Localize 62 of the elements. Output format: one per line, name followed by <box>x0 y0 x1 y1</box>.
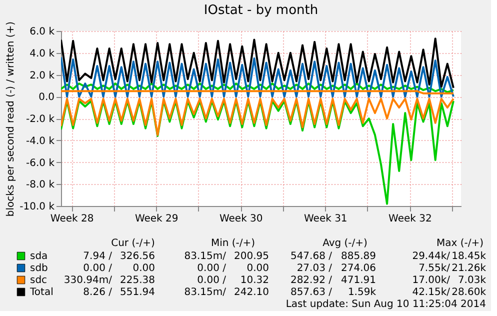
legend-label: Total <box>29 287 54 298</box>
line-series <box>61 56 454 98</box>
text: 0.00 <box>132 263 155 274</box>
text: 0.00 / <box>197 275 227 286</box>
y-tick-label: 4.0 k <box>30 48 55 60</box>
x-tick-label: Week 29 <box>134 214 178 224</box>
text: 27.03 / <box>296 263 333 274</box>
text: 0.00 / <box>83 263 113 274</box>
text: 242.10 <box>234 287 269 298</box>
text: 1.59k <box>348 287 376 298</box>
chart-title: IOstat - by month <box>204 2 318 18</box>
line-series <box>61 98 454 136</box>
x-tick-label: Week 31 <box>304 214 348 224</box>
y-tick-label: -10.0 k <box>20 202 55 212</box>
text: 274.06 <box>341 263 376 274</box>
x-tick-label: Week 28 <box>50 214 94 224</box>
text: Cur (-/+) <box>111 238 155 249</box>
y-tick-label: 2.0 k <box>30 70 55 82</box>
text: 42.15k/ <box>412 287 451 298</box>
y-axis-title: blocks per second read (-) / written (+) <box>6 21 17 217</box>
text: 7.94 / <box>83 251 113 262</box>
text: 18.45k <box>452 251 486 262</box>
text: 83.15m/ <box>184 251 227 262</box>
x-tick-label: Week 30 <box>219 214 263 224</box>
text: 7.03k <box>458 275 486 286</box>
legend-label: sda <box>30 251 48 262</box>
text: 330.94m/ <box>64 275 113 286</box>
text: 0.00 / <box>197 263 227 274</box>
text: 551.94 <box>120 287 155 298</box>
line-series <box>61 38 454 89</box>
text: Max (-/+) <box>436 238 484 249</box>
text: 10.32 <box>240 275 269 286</box>
text: 7.55k/ <box>418 263 451 274</box>
text: 326.56 <box>120 251 155 262</box>
text: Min (-/+) <box>210 238 256 249</box>
y-tick-label: -4.0 k <box>26 136 55 147</box>
text: 885.89 <box>341 251 376 262</box>
text: 471.91 <box>341 275 376 286</box>
text: 225.38 <box>120 275 155 286</box>
line-series <box>61 82 454 94</box>
x-tick-label: Week 32 <box>388 214 432 224</box>
y-tick-label: -6.0 k <box>26 158 55 169</box>
text: 282.92 / <box>290 275 333 286</box>
text: 17.00k/ <box>412 275 451 286</box>
text: 21.26k <box>452 263 486 274</box>
y-tick-label: -8.0 k <box>26 180 55 191</box>
legend-label: sdc <box>30 275 48 286</box>
text: 8.26 / <box>83 287 113 298</box>
text: Avg (-/+) <box>322 238 368 249</box>
text: 28.60k <box>452 287 486 298</box>
text: Last update: Sun Aug 10 11:25:04 2014 <box>286 299 486 310</box>
text: 547.68 / <box>290 251 333 262</box>
text: 857.63 / <box>290 287 333 298</box>
text: 29.44k/ <box>412 251 451 262</box>
legend-label: sdb <box>30 263 48 274</box>
text: 200.95 <box>234 251 269 262</box>
line-series <box>61 100 454 205</box>
y-tick-label: 6.0 k <box>30 26 55 38</box>
y-tick-label: 0.0 <box>38 92 54 104</box>
text: 0.00 <box>246 263 269 274</box>
y-tick-label: -2.0 k <box>26 114 55 125</box>
text: 83.15m/ <box>184 287 227 298</box>
